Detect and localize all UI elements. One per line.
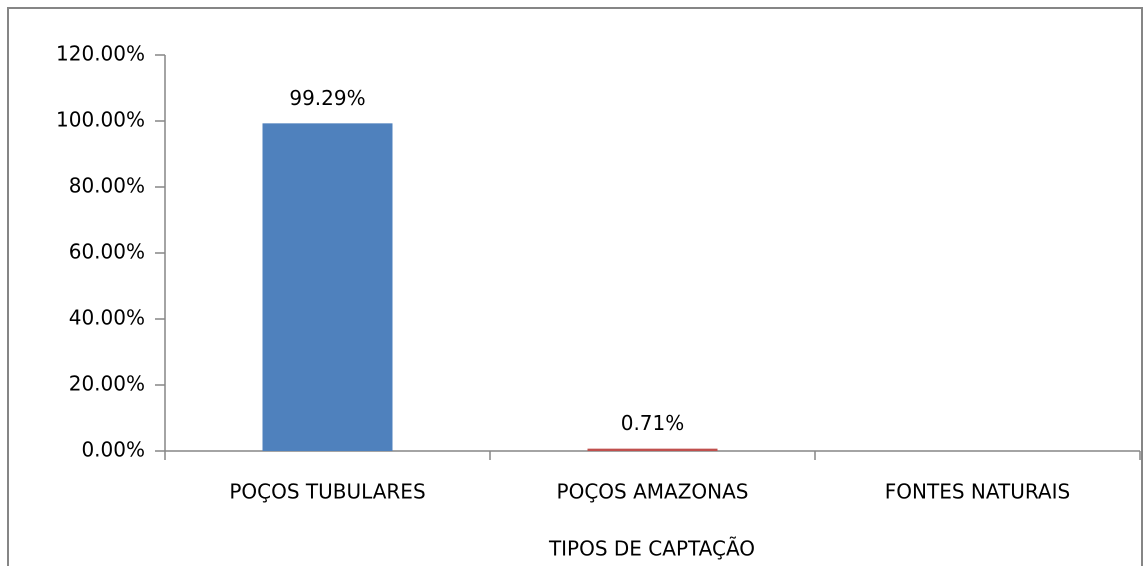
y-tick-label: 100.00% bbox=[56, 108, 145, 132]
y-tick-label: 80.00% bbox=[69, 174, 145, 198]
y-tick-label: 20.00% bbox=[69, 372, 145, 396]
y-tick-label: 120.00% bbox=[56, 42, 145, 66]
x-tick-label: FONTES NATURAIS bbox=[885, 480, 1070, 504]
y-tick-label: 60.00% bbox=[69, 240, 145, 264]
x-tick-label: POÇOS AMAZONAS bbox=[557, 480, 749, 504]
y-tick-label: 40.00% bbox=[69, 306, 145, 330]
bar bbox=[262, 123, 393, 451]
x-axis-label: TIPOS DE CAPTAÇÃO bbox=[548, 537, 755, 561]
chart-border bbox=[7, 7, 1143, 566]
x-tick-label: POÇOS TUBULARES bbox=[229, 480, 425, 504]
y-tick-label: 0.00% bbox=[81, 438, 145, 462]
data-label: 0.71% bbox=[621, 411, 685, 435]
bar bbox=[587, 448, 718, 451]
data-label: 99.29% bbox=[289, 86, 365, 110]
